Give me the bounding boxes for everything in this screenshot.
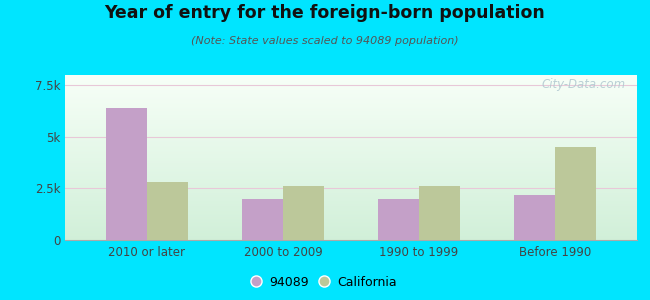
Bar (555, 147, 596, 240)
Bar (106, 108, 147, 240)
Text: (Note: State values scaled to 94089 population): (Note: State values scaled to 94089 popu… (191, 36, 459, 46)
Bar (283, 186, 324, 240)
Text: Year of entry for the foreign-born population: Year of entry for the foreign-born popul… (105, 4, 545, 22)
Bar (147, 182, 188, 240)
Bar (514, 195, 555, 240)
Text: City-Data.com: City-Data.com (541, 78, 625, 91)
Bar (419, 186, 460, 240)
Bar (378, 199, 419, 240)
Legend: 94089, California: 94089, California (248, 271, 402, 294)
Bar (242, 199, 283, 240)
